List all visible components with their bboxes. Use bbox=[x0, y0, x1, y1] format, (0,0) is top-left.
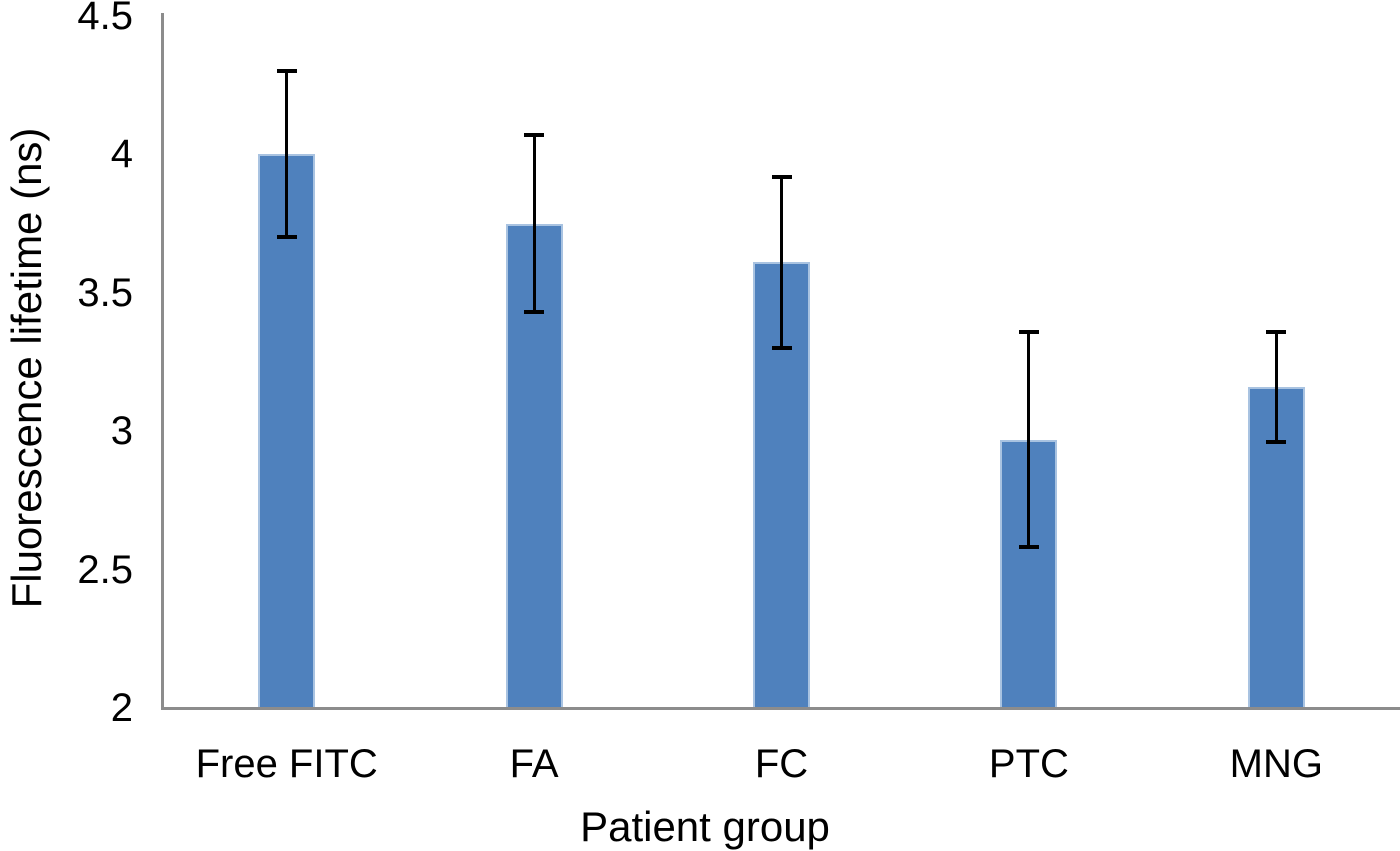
x-category-label: Free FITC bbox=[195, 742, 378, 786]
error-bar-cap-bottom bbox=[1018, 545, 1039, 550]
error-bar-cap-top bbox=[1266, 329, 1287, 334]
bar-fa bbox=[505, 223, 563, 708]
error-bar-cap-top bbox=[524, 133, 545, 138]
y-tick-label: 4 bbox=[110, 132, 133, 177]
y-axis-line bbox=[161, 13, 164, 710]
error-bar-line bbox=[780, 176, 783, 349]
error-bar-cap-top bbox=[771, 174, 792, 179]
x-category-label: MNG bbox=[1229, 742, 1323, 786]
error-bar-line bbox=[1027, 331, 1031, 548]
error-bar-cap-bottom bbox=[276, 235, 297, 240]
error-bar-line bbox=[532, 135, 536, 313]
error-bar-line bbox=[1274, 331, 1278, 443]
error-bar-cap-top bbox=[276, 69, 297, 74]
error-bar-line bbox=[285, 71, 289, 238]
x-axis-title: Patient group bbox=[580, 803, 830, 850]
y-tick-label: 3 bbox=[110, 409, 133, 454]
y-tick-label: 4.5 bbox=[77, 0, 133, 38]
x-axis-line bbox=[161, 707, 1400, 710]
error-bar-cap-bottom bbox=[1266, 440, 1287, 445]
y-tick-label: 2.5 bbox=[77, 547, 133, 592]
y-tick-label: 3.5 bbox=[77, 270, 133, 315]
x-category-label: PTC bbox=[988, 742, 1069, 786]
y-axis-title: Fluorescence lifetime (ns) bbox=[3, 127, 50, 609]
error-bar-cap-top bbox=[1018, 329, 1039, 334]
error-bar-cap-bottom bbox=[524, 310, 545, 315]
x-category-label: FC bbox=[754, 742, 809, 786]
bar-free-fitc bbox=[258, 154, 316, 708]
error-bar-cap-bottom bbox=[771, 346, 792, 351]
x-category-label: FA bbox=[509, 742, 559, 786]
y-tick-label: 2 bbox=[110, 686, 133, 730]
